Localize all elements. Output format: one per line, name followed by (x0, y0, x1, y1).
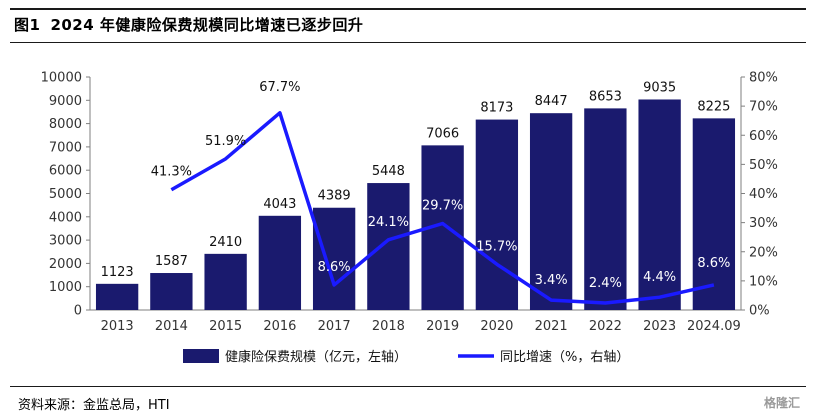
line-data-label: 29.7% (422, 198, 463, 213)
bar (258, 215, 302, 310)
x-tick-label: 2022 (589, 319, 622, 334)
line-data-label: 3.4% (535, 273, 568, 288)
source-note: 资料来源：金监总局，HTI (18, 398, 170, 413)
figure-title: 图1 2024 年健康险保费规模同比增速已逐步回升 (14, 14, 373, 35)
y-left-tick-label: 1000 (49, 280, 82, 295)
line-data-label: 41.3% (151, 165, 192, 180)
line-data-label: 15.7% (476, 239, 517, 254)
figure-number: 图1 (14, 16, 41, 34)
legend-line-label: 同比增速（%，右轴） (500, 350, 629, 365)
x-tick-label: 2013 (101, 319, 134, 334)
x-tick-label: 2019 (426, 319, 459, 334)
bar-data-label: 8225 (697, 99, 730, 114)
x-tick-label: 2017 (318, 319, 351, 334)
x-tick-label: 2016 (263, 319, 296, 334)
bar-data-label: 9035 (643, 80, 676, 95)
line-data-label: 2.4% (589, 276, 622, 291)
title-rule (10, 42, 806, 43)
bar-data-label: 8447 (535, 94, 568, 109)
bar (475, 119, 519, 311)
bar-data-label: 8173 (480, 101, 513, 116)
bar (204, 253, 247, 310)
bar (367, 183, 410, 310)
x-tick-label: 2021 (535, 319, 568, 334)
bar (529, 113, 573, 310)
bar (692, 118, 736, 310)
bar-data-label: 7066 (426, 126, 459, 141)
y-right-tick-label: 80% (749, 71, 778, 86)
bar-data-label: 8653 (589, 89, 622, 104)
x-tick-label: 2014 (155, 319, 188, 334)
y-right-tick-label: 40% (749, 187, 778, 202)
y-left-tick-label: 4000 (49, 210, 82, 225)
bar (95, 283, 139, 310)
line-data-label: 4.4% (643, 270, 676, 285)
growth-line (170, 111, 715, 305)
legend-bar-swatch (183, 349, 219, 363)
line-data-label: 8.6% (697, 256, 730, 271)
x-tick-label: 2023 (643, 319, 676, 334)
combo-chart: 0 1000 2000 3000 4000 5000 6000 7000 8000 9000 100… (41, 71, 778, 366)
line-data-label: 67.7% (259, 80, 300, 95)
y-left-tick-label: 3000 (49, 234, 82, 249)
bar-data-label: 1587 (155, 254, 188, 269)
x-tick-label: 2018 (372, 319, 405, 334)
bar (150, 273, 193, 310)
x-tick-label: 2024.09 (687, 319, 741, 334)
bar-data-label: 4043 (263, 197, 296, 212)
y-right-tick-label: 50% (749, 158, 778, 173)
y-right-tick-label: 60% (749, 129, 778, 144)
bottom-rule (10, 386, 806, 387)
y-right-tick-label: 70% (749, 100, 778, 115)
y-left-tick-label: 5000 (49, 187, 82, 202)
top-rule (10, 8, 806, 10)
y-right-tick-label: 20% (749, 245, 778, 260)
legend-bar-label: 健康险保费规模（亿元，左轴） (225, 349, 407, 365)
x-tick-label: 2020 (480, 319, 513, 334)
watermark: 格隆汇 (763, 396, 800, 410)
y-left-tick-label: 9000 (49, 94, 82, 109)
bar-data-label: 2410 (209, 235, 242, 250)
line-data-label: 8.6% (318, 260, 351, 275)
line-data-label: 51.9% (205, 134, 246, 149)
y-left-tick-label: 0 (74, 304, 82, 319)
y-right-tick-label: 30% (749, 216, 778, 231)
bar-data-label: 5448 (372, 164, 405, 179)
y-left-tick-label: 2000 (49, 257, 82, 272)
y-right-tick-label: 10% (749, 274, 778, 289)
bar-data-label: 1123 (101, 265, 134, 280)
bar (312, 207, 356, 310)
bar-data-label: 4389 (318, 189, 351, 204)
bar (584, 108, 627, 310)
y-left-tick-label: 10000 (41, 71, 82, 86)
y-left-tick-label: 7000 (49, 140, 82, 155)
y-left-tick-label: 6000 (49, 164, 82, 179)
figure-title-text: 2024 年健康险保费规模同比增速已逐步回升 (50, 16, 364, 34)
line-data-label: 24.1% (368, 215, 409, 230)
y-left-tick-label: 8000 (49, 117, 82, 132)
y-right-tick-label: 0% (749, 304, 770, 319)
bar (638, 99, 681, 310)
x-tick-label: 2015 (209, 319, 242, 334)
